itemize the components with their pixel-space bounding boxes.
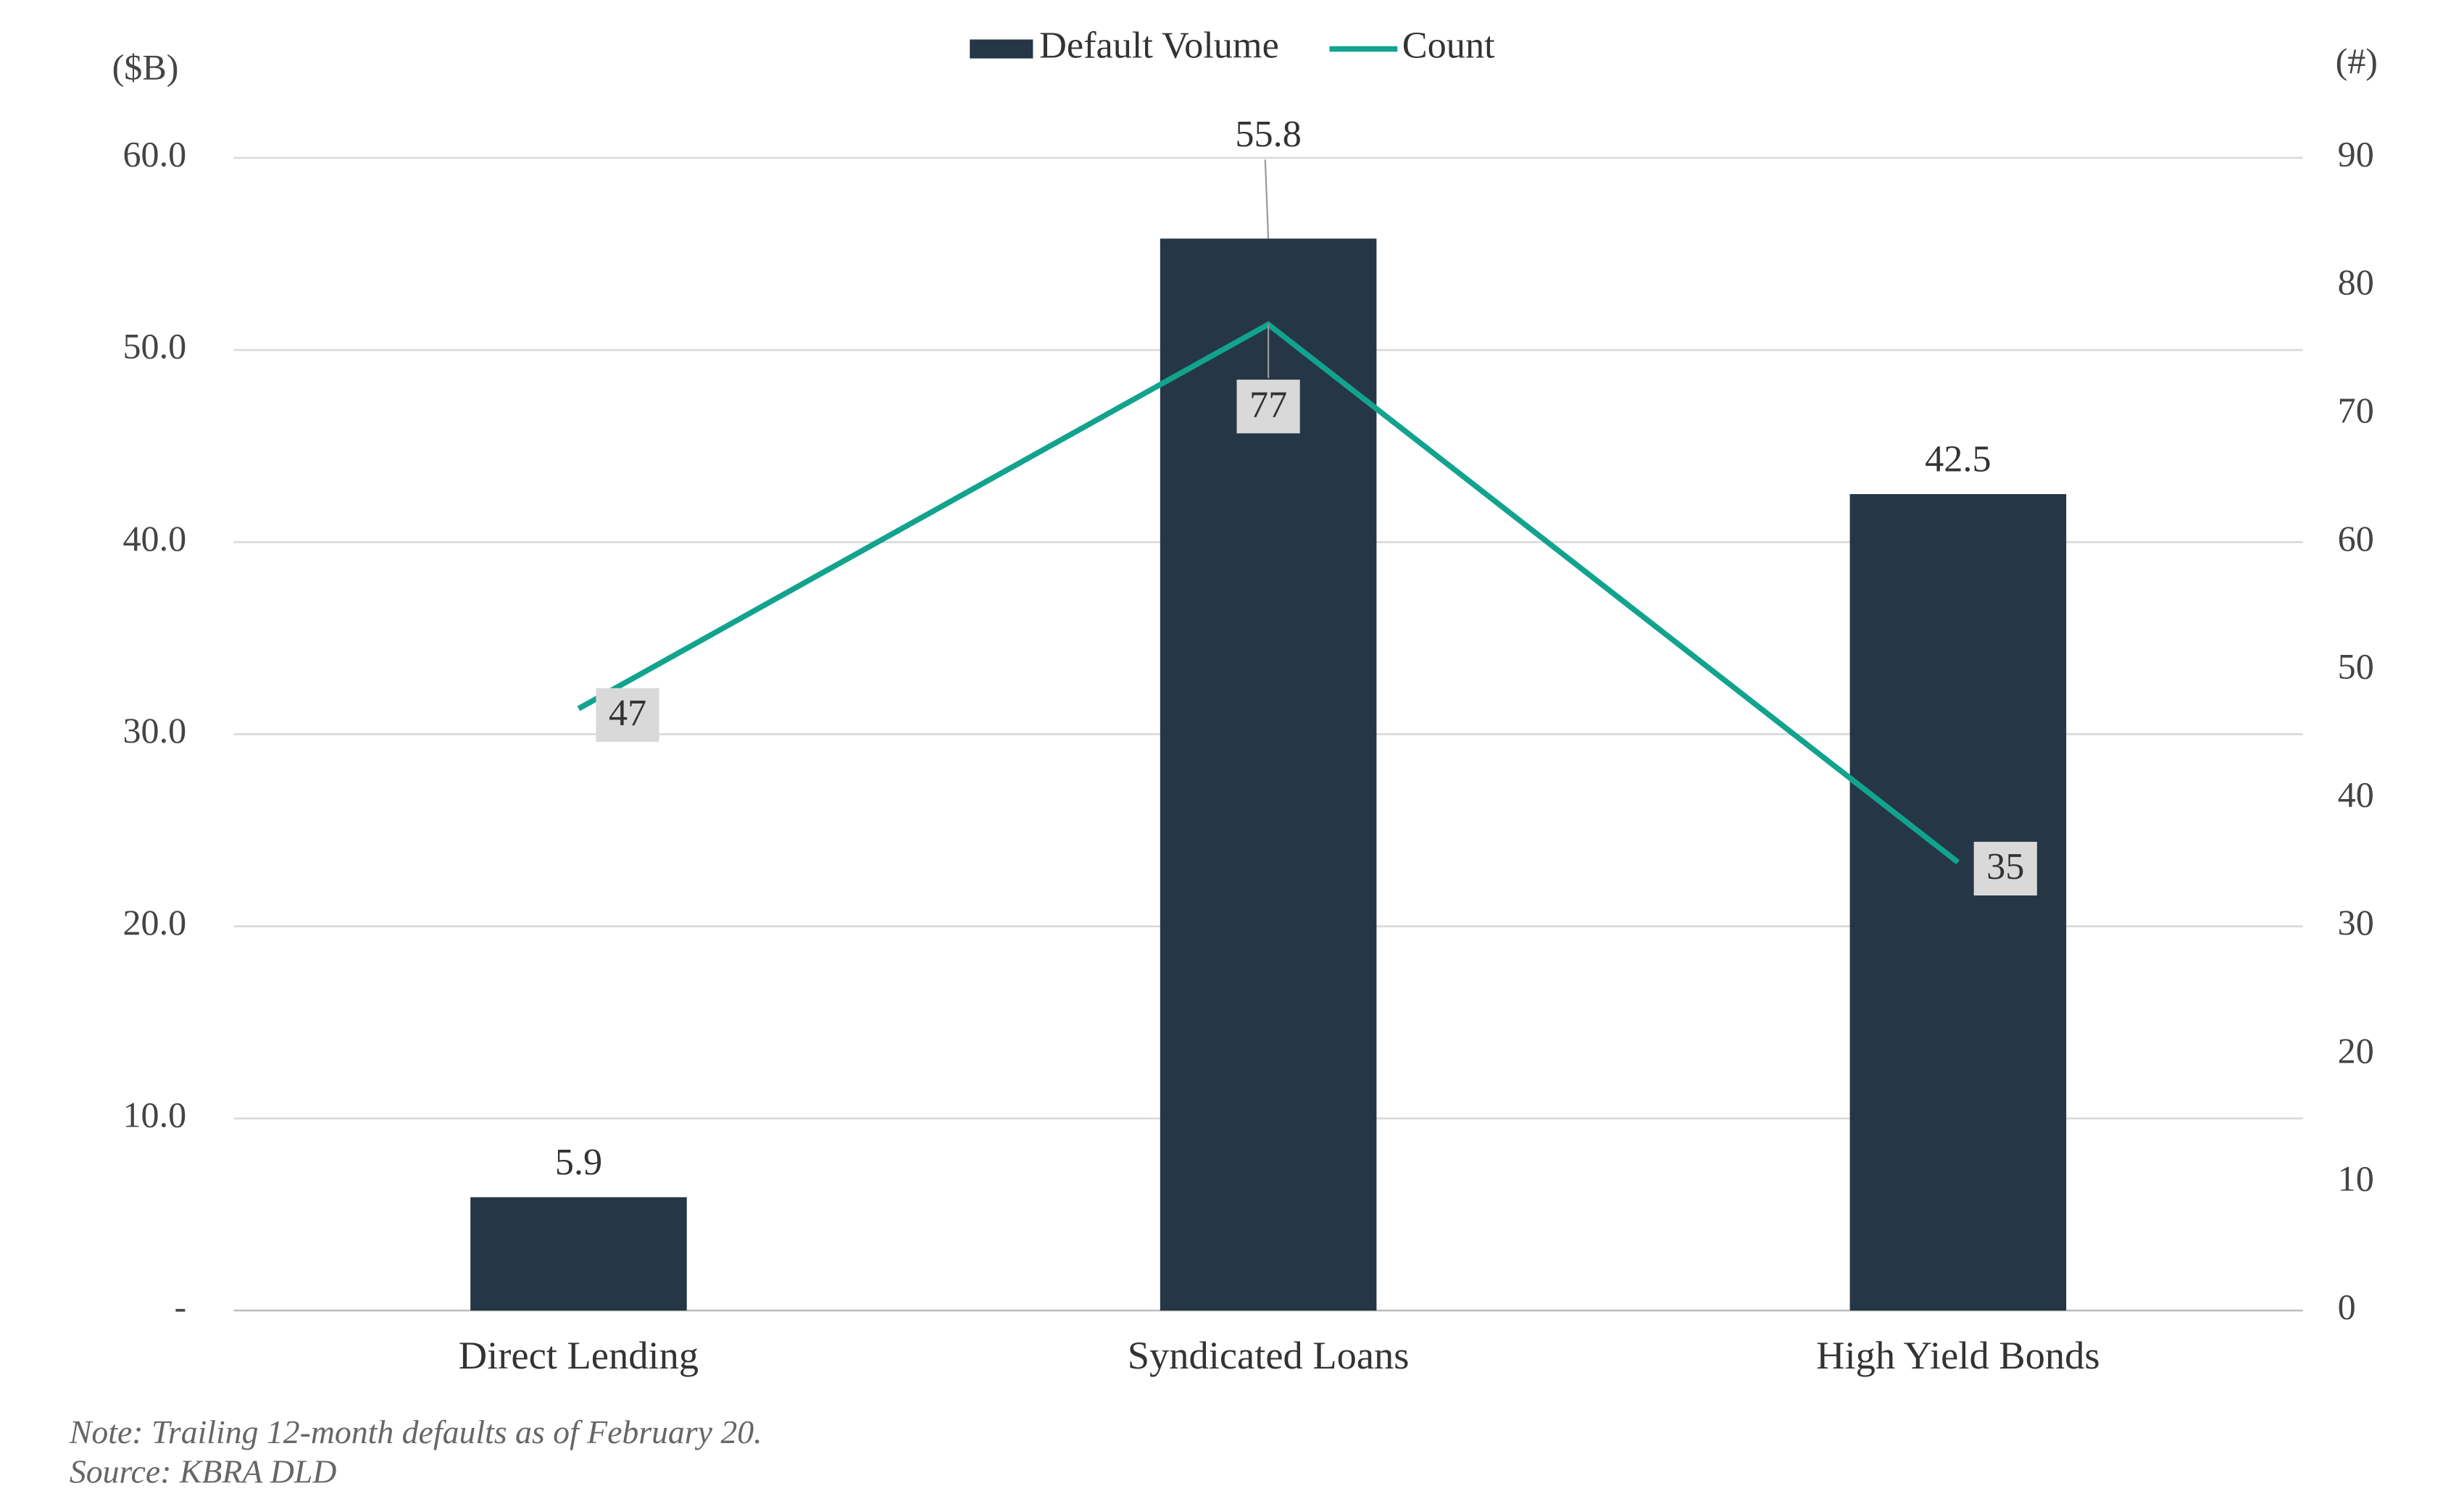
y2-tick-label: 10	[2338, 1158, 2374, 1199]
legend-label: Default Volume	[1039, 25, 1279, 67]
data-label-box	[1973, 841, 2037, 896]
y-axis-label: ($B)	[112, 47, 179, 88]
y-tick-label: 50.0	[122, 326, 186, 367]
y-tick-label: 10.0	[122, 1094, 186, 1135]
y2-tick-label: 0	[2338, 1286, 2356, 1327]
source: Source: KBRA DLD	[70, 1453, 337, 1490]
bar	[1849, 494, 2067, 1311]
data-label: 35	[1986, 845, 2024, 887]
y-tick-label: -	[174, 1286, 186, 1327]
data-label: 5.9	[555, 1141, 602, 1183]
x-tick-label: Direct Lending	[459, 1333, 699, 1377]
y2-tick-label: 60	[2338, 518, 2374, 559]
data-label-box	[596, 688, 659, 742]
data-label-box	[1236, 380, 1300, 434]
note: Note: Trailing 12-month defaults as of F…	[69, 1413, 762, 1450]
data-label: 77	[1249, 383, 1287, 425]
y-tick-label: 30.0	[122, 710, 186, 751]
data-label: 42.5	[1925, 438, 1991, 480]
data-label: 55.8	[1235, 113, 1302, 155]
y2-tick-label: 40	[2338, 774, 2374, 814]
legend-swatch	[970, 39, 1033, 59]
legend-label: Count	[1402, 25, 1495, 67]
bar	[470, 1197, 687, 1311]
y2-tick-label: 70	[2338, 390, 2374, 430]
y-tick-label: 60.0	[122, 133, 186, 174]
y2-tick-label: 20	[2338, 1030, 2374, 1071]
y2-tick-label: 50	[2338, 646, 2374, 687]
y2-tick-label: 80	[2338, 262, 2374, 302]
y-tick-label: 20.0	[122, 902, 186, 943]
line	[577, 321, 1960, 865]
y2-tick-label: 30	[2338, 902, 2374, 943]
y2-tick-label: 90	[2338, 133, 2374, 174]
leader-line	[1264, 159, 1270, 239]
data-label: 47	[609, 692, 646, 734]
x-tick-label: Syndicated Loans	[1128, 1333, 1410, 1377]
x-tick-label: High Yield Bonds	[1816, 1333, 2099, 1377]
y2-axis-label: (#)	[2336, 41, 2378, 81]
y-tick-label: 40.0	[122, 518, 186, 559]
